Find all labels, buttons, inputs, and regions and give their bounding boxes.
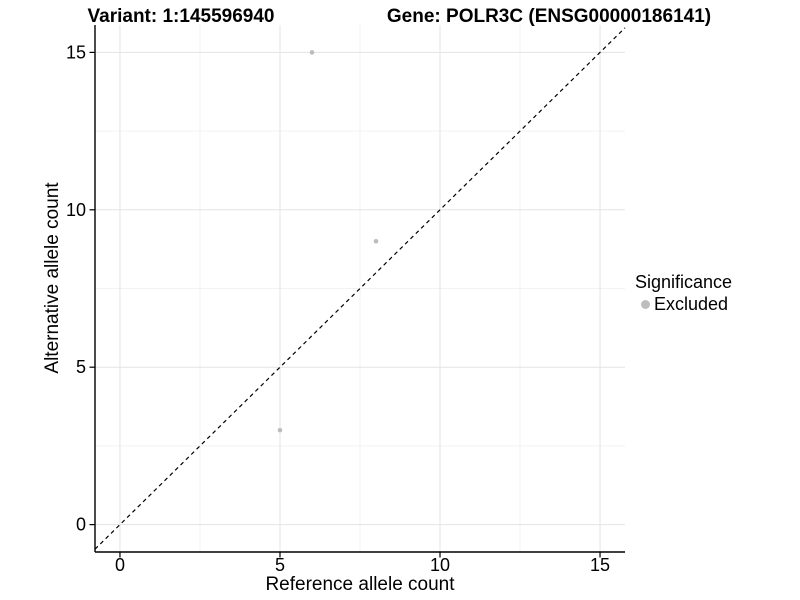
y-axis-title: Alternative allele count — [42, 182, 63, 374]
x-tick-label: 5 — [275, 555, 285, 575]
y-tick-label: 10 — [66, 200, 86, 220]
legend-marker-circle-icon — [641, 299, 650, 309]
identity-line — [94, 27, 626, 550]
data-point — [277, 427, 283, 433]
data-point — [373, 238, 379, 244]
x-tick-label: 15 — [590, 555, 610, 575]
gene-title: Gene: POLR3C (ENSG00000186141) — [386, 6, 712, 27]
x-tick-label: 10 — [430, 555, 450, 575]
legend-items: Excluded — [635, 294, 732, 314]
data-point — [309, 50, 315, 55]
y-tick-label: 15 — [66, 42, 86, 62]
legend-item-label: Excluded — [654, 293, 729, 314]
y-tick-label: 5 — [76, 357, 86, 377]
variant-title: Variant: 1:145596940 — [87, 6, 275, 27]
legend-title: Significance — [635, 272, 733, 292]
legend: Significance Excluded — [635, 272, 732, 314]
y-tick-label: 0 — [76, 515, 86, 535]
x-axis-title: Reference allele count — [265, 574, 455, 595]
legend-item: Excluded — [635, 294, 732, 314]
x-tick-label: 0 — [115, 555, 125, 575]
